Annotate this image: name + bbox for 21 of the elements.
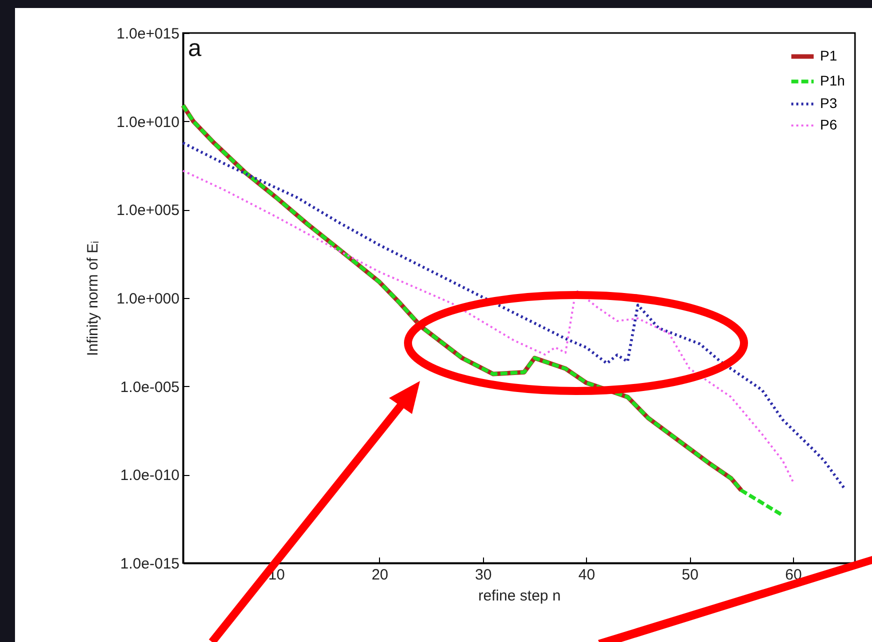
x-tick-label: 50 bbox=[682, 566, 698, 584]
y-tick-label: 1.0e+000 bbox=[116, 290, 180, 308]
legend-label: P6 bbox=[820, 116, 838, 132]
y-tick-label: 1.0e-010 bbox=[120, 467, 180, 484]
y-tick-label: 1.0e+005 bbox=[116, 202, 180, 220]
legend-label: P3 bbox=[820, 95, 838, 111]
x-tick-label: 20 bbox=[372, 566, 388, 584]
legend-label: P1 bbox=[820, 48, 838, 64]
x-tick-label: 60 bbox=[785, 566, 802, 584]
y-tick-label: 1.0e+010 bbox=[116, 114, 180, 131]
y-tick-label: 1.0e-015 bbox=[120, 556, 180, 572]
line-series bbox=[182, 142, 846, 490]
y-tick-label: 1.0e-005 bbox=[120, 378, 180, 396]
x-axis-title: refine step n bbox=[478, 588, 561, 604]
legend-label: P1h bbox=[820, 72, 845, 88]
y-axis-title: Infinity norm of Eᵢ bbox=[84, 241, 102, 356]
annotation: a bbox=[188, 35, 202, 62]
x-tick-label: 30 bbox=[474, 566, 492, 584]
y-tick-label: 1.0e+015 bbox=[116, 26, 180, 42]
line-series bbox=[182, 170, 794, 483]
x-tick-label: 40 bbox=[578, 566, 596, 584]
